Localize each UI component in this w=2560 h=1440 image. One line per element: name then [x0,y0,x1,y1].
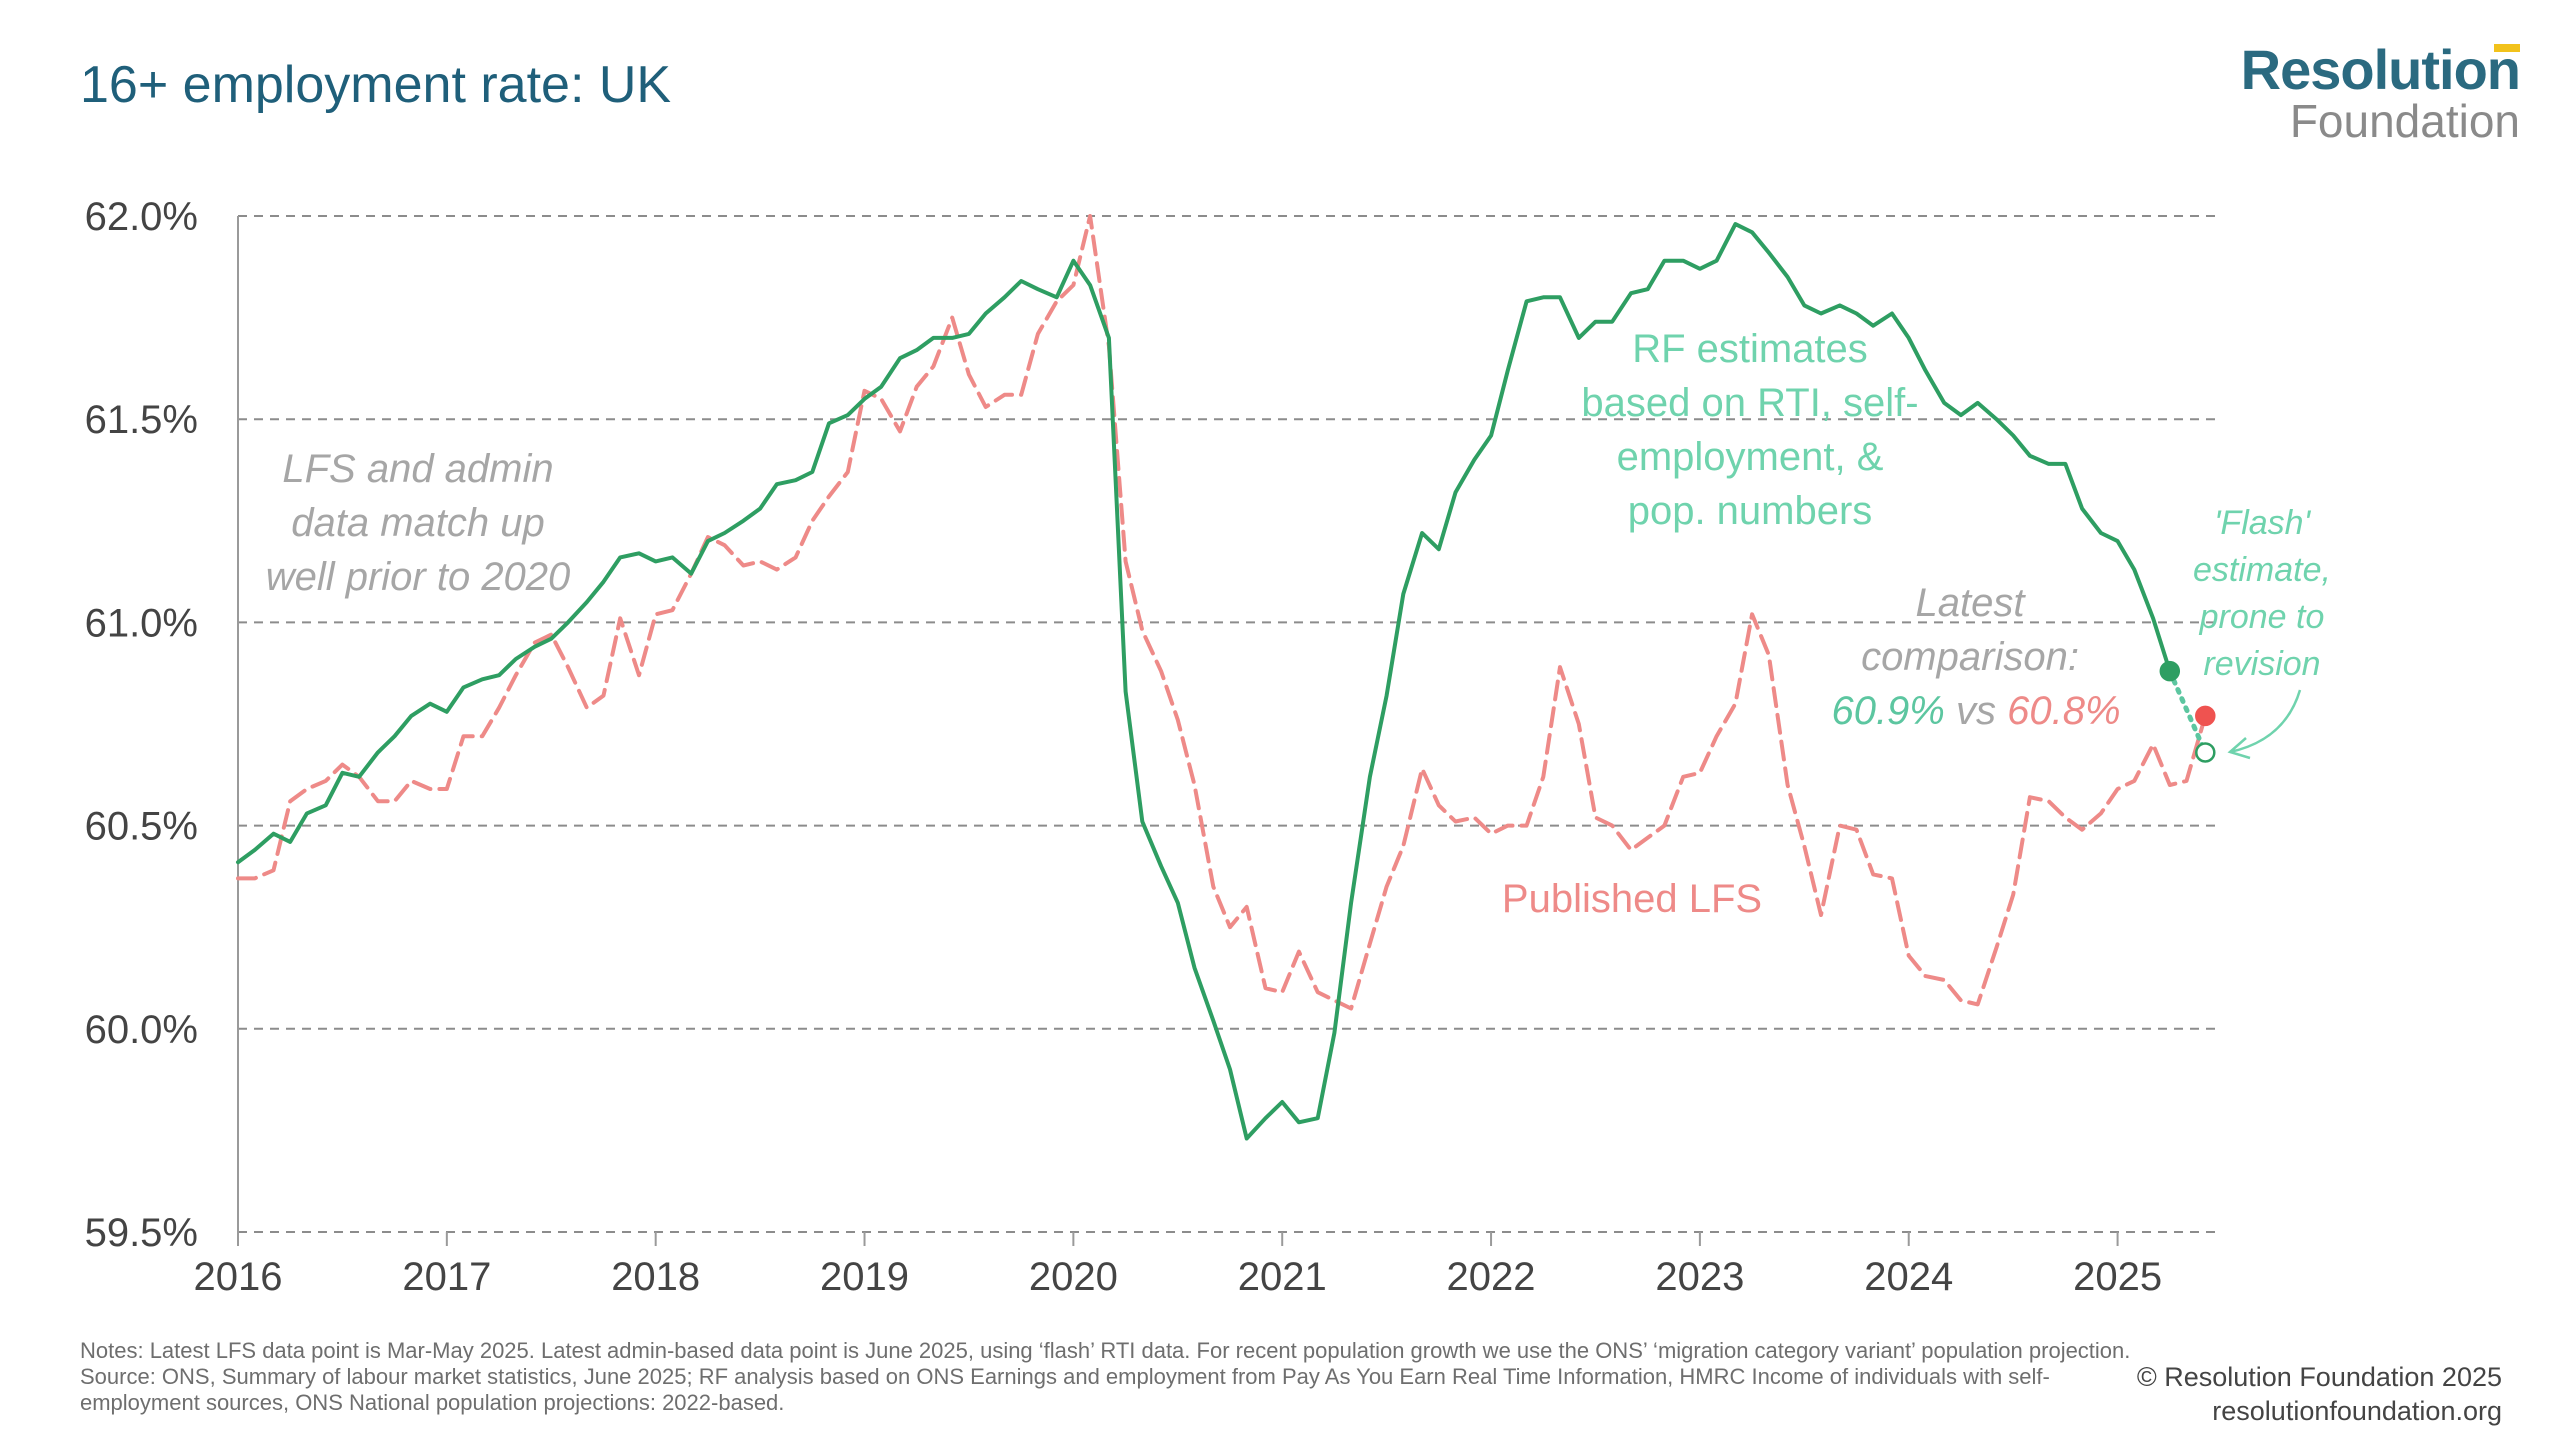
x-tick-label: 2017 [402,1255,491,1299]
axes [237,216,2119,1246]
annotation-lfs-admin-line3: well prior to 2020 [266,555,571,599]
chart-notes: Notes: Latest LFS data point is Mar-May … [80,1338,2150,1416]
x-tick-label: 2019 [820,1255,909,1299]
latest-marker-1 [2195,705,2216,727]
annotation-latest-line2: comparison: [1861,635,2079,679]
website-text: resolutionfoundation.org [2212,1396,2502,1426]
annotation-flash-line3: prone to [2199,598,2325,636]
latest-marker-0 [2159,660,2181,682]
latest-rf-value: 60.9% [1831,689,1944,733]
flash-pointer-arrowhead [2227,737,2251,760]
series-line-lfs [236,214,2208,1011]
annotation-rf-estimates-line2: based on RTI, self- [1581,381,1918,425]
series-line-flash [2167,668,2208,755]
flash-pointer-arrow [2229,689,2302,754]
annotation-rf-estimates-line4: pop. numbers [1628,489,1873,533]
x-tick-label: 2022 [1447,1255,1536,1299]
x-tick-label: 2021 [1238,1255,1327,1299]
annotation-latest-line1: Latest [1916,581,2027,625]
latest-vs-text: vs [1945,689,2007,733]
annotation-published-lfs: Published LFS [1502,877,1762,921]
credit: © Resolution Foundation 2025 resolutionf… [2137,1360,2502,1428]
latest-marker-2 [2195,742,2216,763]
annotation-flash-line2: estimate, [2193,551,2331,589]
annotation-flash-line1: 'Flash' [2214,504,2312,542]
annotation-flash-line4: revision [2203,645,2320,683]
latest-markers [2159,660,2216,763]
logo-foundation-text: Foundation [2289,95,2520,147]
y-tick-label: 62.0% [85,195,198,239]
y-tick-label: 60.0% [85,1008,198,1052]
y-tick-label: 61.5% [85,398,198,442]
series-line-rf [236,222,2172,1141]
x-tick-label: 2018 [611,1255,700,1299]
y-tick-label: 61.0% [85,601,198,645]
annotation-rf-estimates-line3: employment, & [1617,435,1884,479]
x-tick-label: 2024 [1864,1255,1953,1299]
y-tick-label: 60.5% [85,805,198,849]
annotation-latest-values: 60.9% vs 60.8% [1831,689,2120,733]
annotation-rf-estimates-line1: RF estimates [1632,327,1868,371]
y-tick-label: 59.5% [85,1211,198,1255]
x-tick-labels: 2016 2017 2018 2019 2020 2021 2022 2023 2024 2025 [194,1255,2163,1299]
logo-resolution-text: Resolution [2240,38,2521,101]
annotation-lfs-admin-line1: LFS and admin [282,447,553,491]
source-text: Source: ONS, Summary of labour market st… [80,1364,2050,1415]
y-tick-labels: 59.5% 60.0% 60.5% 61.0% 61.5% 62.0% [85,195,198,1255]
x-tick-label: 2020 [1029,1255,1118,1299]
chart-title: 16+ employment rate: UK [80,56,672,114]
resolution-foundation-logo: Resolution Foundation [2240,38,2521,147]
annotation-lfs-admin-line2: data match up [291,501,545,545]
notes-text: Notes: Latest LFS data point is Mar-May … [80,1338,2131,1363]
x-tick-label: 2025 [2073,1255,2162,1299]
x-tick-label: 2023 [1655,1255,1744,1299]
gridlines [238,215,2222,1233]
latest-lfs-value: 60.8% [2007,689,2120,733]
annotations: LFS and admin data match up well prior t… [266,327,2331,921]
copyright-text: © Resolution Foundation 2025 [2136,1362,2502,1392]
logo-accent-mark [2494,44,2520,52]
series-lines [236,214,2208,1141]
x-tick-label: 2016 [194,1255,283,1299]
